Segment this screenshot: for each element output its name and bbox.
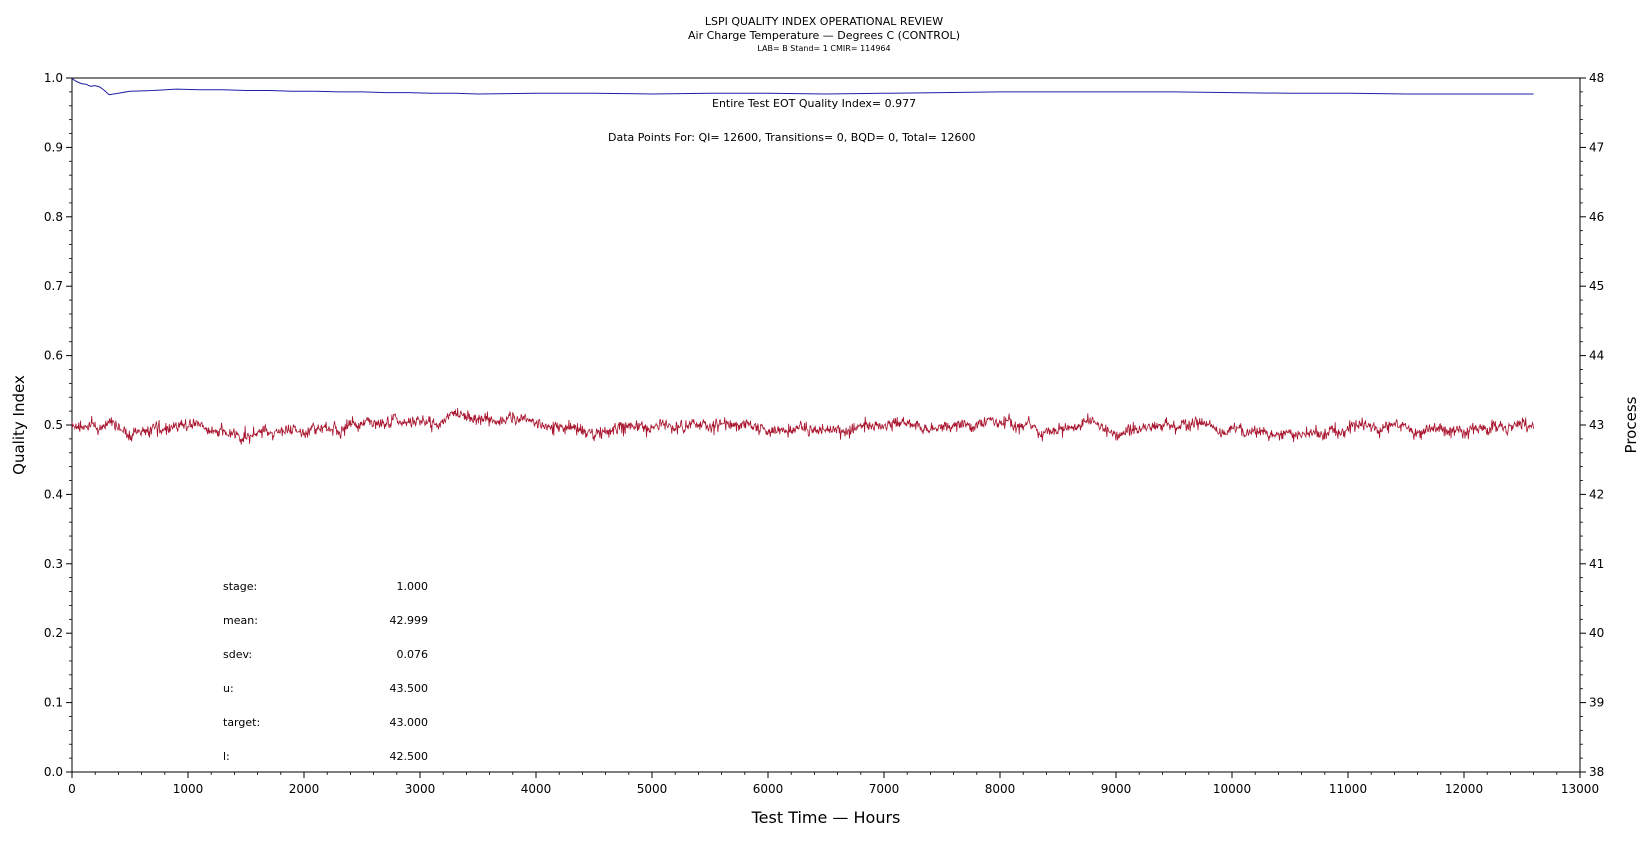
x-tick-label: 9000 xyxy=(1101,782,1132,796)
stats-block: stage: 1.000 mean: 42.999 sdev: 0.076 u: 43.500… xyxy=(223,580,428,763)
qi-annotation: Entire Test EOT Quality Index= 0.977 xyxy=(712,97,916,110)
stat-label: sdev: xyxy=(223,648,252,661)
y-right-tick-label: 45 xyxy=(1589,279,1604,293)
x-tick-label: 0 xyxy=(68,782,76,796)
quality-index-line xyxy=(71,78,1534,96)
y-left-tick-label: 0.0 xyxy=(44,765,63,779)
x-tick-label: 4000 xyxy=(521,782,552,796)
stat-value: 43.500 xyxy=(390,682,429,695)
plot-frame xyxy=(71,77,1581,773)
process-line xyxy=(71,407,1534,445)
stat-value: 1.000 xyxy=(397,580,429,593)
chart-subtitle: Air Charge Temperature — Degrees C (CONT… xyxy=(688,29,960,42)
x-tick-label: 3000 xyxy=(405,782,436,796)
y-axis-right-label: Process xyxy=(1622,396,1640,453)
stat-label: mean: xyxy=(223,614,258,627)
y-right-tick-label: 42 xyxy=(1589,487,1604,501)
y-right-tick-label: 41 xyxy=(1589,557,1604,571)
y-right-tick-label: 43 xyxy=(1589,418,1604,432)
y-right-tick-label: 40 xyxy=(1589,626,1604,640)
y-left-tick-label: 1.0 xyxy=(44,71,63,85)
chart-title: LSPI QUALITY INDEX OPERATIONAL REVIEW xyxy=(705,15,943,28)
x-tick-label: 2000 xyxy=(289,782,320,796)
y-left-tick-label: 0.4 xyxy=(44,487,63,501)
y-left-tick-label: 0.8 xyxy=(44,210,63,224)
x-tick-label: 6000 xyxy=(753,782,784,796)
x-tick-label: 12000 xyxy=(1445,782,1483,796)
x-tick-label: 8000 xyxy=(985,782,1016,796)
chart-subtitle-2: LAB= B Stand= 1 CMIR= 114964 xyxy=(757,44,890,53)
stat-value: 0.076 xyxy=(397,648,429,661)
x-tick-label: 1000 xyxy=(173,782,204,796)
x-tick-label: 11000 xyxy=(1329,782,1367,796)
y-left-tick-label: 0.5 xyxy=(44,418,63,432)
stat-label: stage: xyxy=(223,580,257,593)
y-left-tick-label: 0.7 xyxy=(44,279,63,293)
stat-value: 42.500 xyxy=(390,750,429,763)
y-axis-left-label: Quality Index xyxy=(10,375,28,475)
stat-label: l: xyxy=(223,750,230,763)
y-left-tick-label: 0.2 xyxy=(44,626,63,640)
x-tick-label: 5000 xyxy=(637,782,668,796)
y-right-tick-label: 39 xyxy=(1589,696,1604,710)
x-tick-label: 10000 xyxy=(1213,782,1251,796)
series-layer xyxy=(71,78,1534,445)
stat-label: u: xyxy=(223,682,234,695)
y-left-tick-label: 0.1 xyxy=(44,696,63,710)
y-left-tick-label: 0.6 xyxy=(44,349,63,363)
x-axis: 0 1000 2000 3000 4000 5000 6000 7000 8000 9000 100… xyxy=(68,772,1599,796)
y-right-tick-label: 44 xyxy=(1589,349,1604,363)
y-right-tick-label: 38 xyxy=(1589,765,1604,779)
x-tick-label: 7000 xyxy=(869,782,900,796)
x-tick-label: 13000 xyxy=(1561,782,1599,796)
y-axis-left: 0.0 0.1 0.2 0.3 0.4 0.5 0.6 0.7 0.8 0.9 1.0 xyxy=(44,71,72,779)
y-right-tick-label: 46 xyxy=(1589,210,1604,224)
stat-value: 43.000 xyxy=(390,716,429,729)
points-annotation: Data Points For: QI= 12600, Transitions=… xyxy=(608,131,976,144)
y-left-tick-label: 0.3 xyxy=(44,557,63,571)
y-right-tick-label: 48 xyxy=(1589,71,1604,85)
y-left-tick-label: 0.9 xyxy=(44,140,63,154)
stat-value: 42.999 xyxy=(390,614,429,627)
stat-label: target: xyxy=(223,716,260,729)
y-right-tick-label: 47 xyxy=(1589,140,1604,154)
y-axis-right: 38 39 40 41 42 43 44 45 46 47 48 xyxy=(1580,71,1604,779)
x-axis-label: Test Time — Hours xyxy=(751,808,901,827)
